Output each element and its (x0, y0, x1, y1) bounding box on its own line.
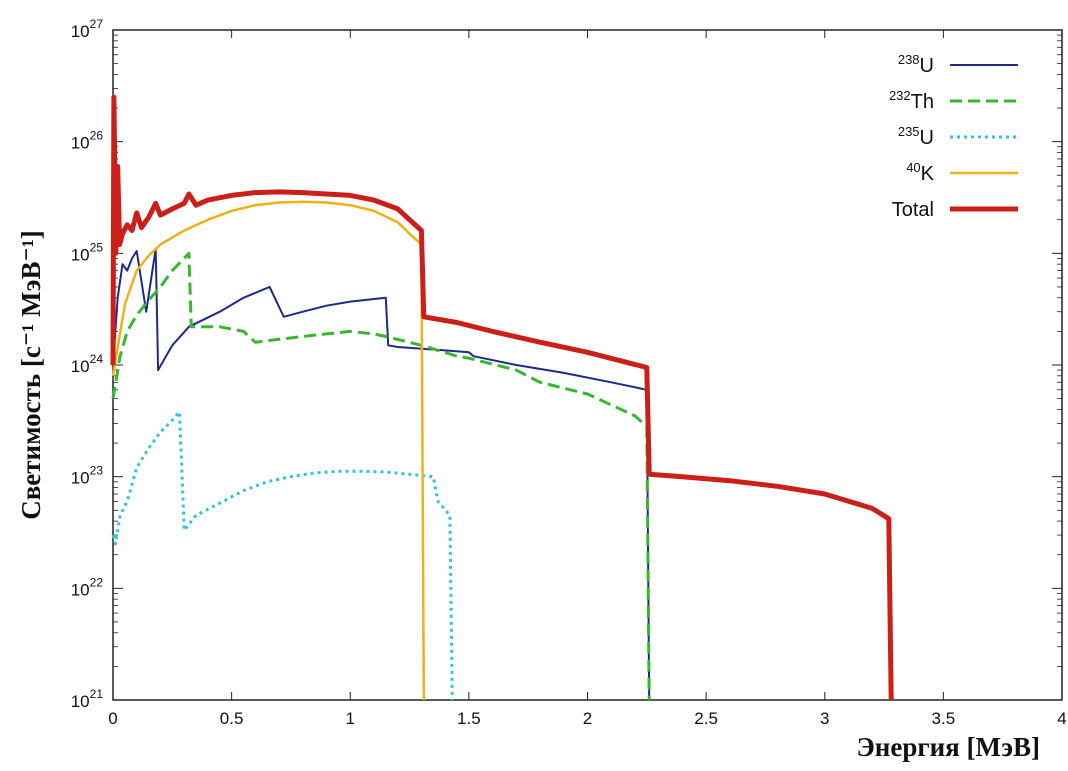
x-axis-title: Энергия [МэВ] (856, 732, 1040, 762)
series-line-40k (111, 200, 426, 701)
axis-ticks: 0 0.5 1 1.5 2 2.5 3 3.5 4 1021 1022 1023 1024 1025 102… (71, 17, 1067, 728)
axis-labels: Энергия [МэВ] Светимость [с⁻¹ МэВ⁻¹] (16, 230, 1040, 762)
legend-label-235u: 235U (898, 124, 934, 149)
legend-label-total: Total (892, 199, 934, 221)
legend-label-40k: 40K (906, 160, 934, 185)
series-line-238u (112, 247, 651, 701)
x-tick-label: 2.5 (694, 709, 718, 728)
x-tick-label: 1 (346, 709, 355, 728)
series-line-232th (111, 251, 651, 701)
y-tick-label: 1025 (71, 240, 104, 264)
x-tick-label: 0.5 (220, 709, 244, 728)
x-tick-label: 4 (1057, 709, 1066, 728)
y-tick-label: 1026 (71, 129, 104, 153)
y-tick-label: 1022 (71, 575, 104, 599)
y-tick-label: 1021 (71, 687, 104, 711)
y-tick-label: 1023 (71, 464, 104, 488)
x-tick-label: 0 (108, 709, 117, 728)
x-tick-label: 1.5 (457, 709, 481, 728)
y-axis-title: Светимость [с⁻¹ МэВ⁻¹] (16, 230, 46, 520)
legend-label-232th: 232Th (889, 88, 934, 113)
y-tick-label: 1027 (71, 17, 104, 41)
y-tick-label: 1024 (71, 352, 104, 376)
x-tick-label: 3.5 (932, 709, 956, 728)
series-lines (110, 94, 894, 701)
series-line-total (110, 94, 894, 701)
legend-label-238u: 238U (898, 52, 934, 77)
series-line-235u (111, 410, 454, 701)
plot-area: 0 0.5 1 1.5 2 2.5 3 3.5 4 1021 1022 1023 1024 1025 102… (71, 17, 1067, 728)
x-tick-label: 2 (583, 709, 592, 728)
x-tick-label: 3 (820, 709, 829, 728)
legend: 238U 232Th 235U 40K Total (889, 52, 1018, 221)
